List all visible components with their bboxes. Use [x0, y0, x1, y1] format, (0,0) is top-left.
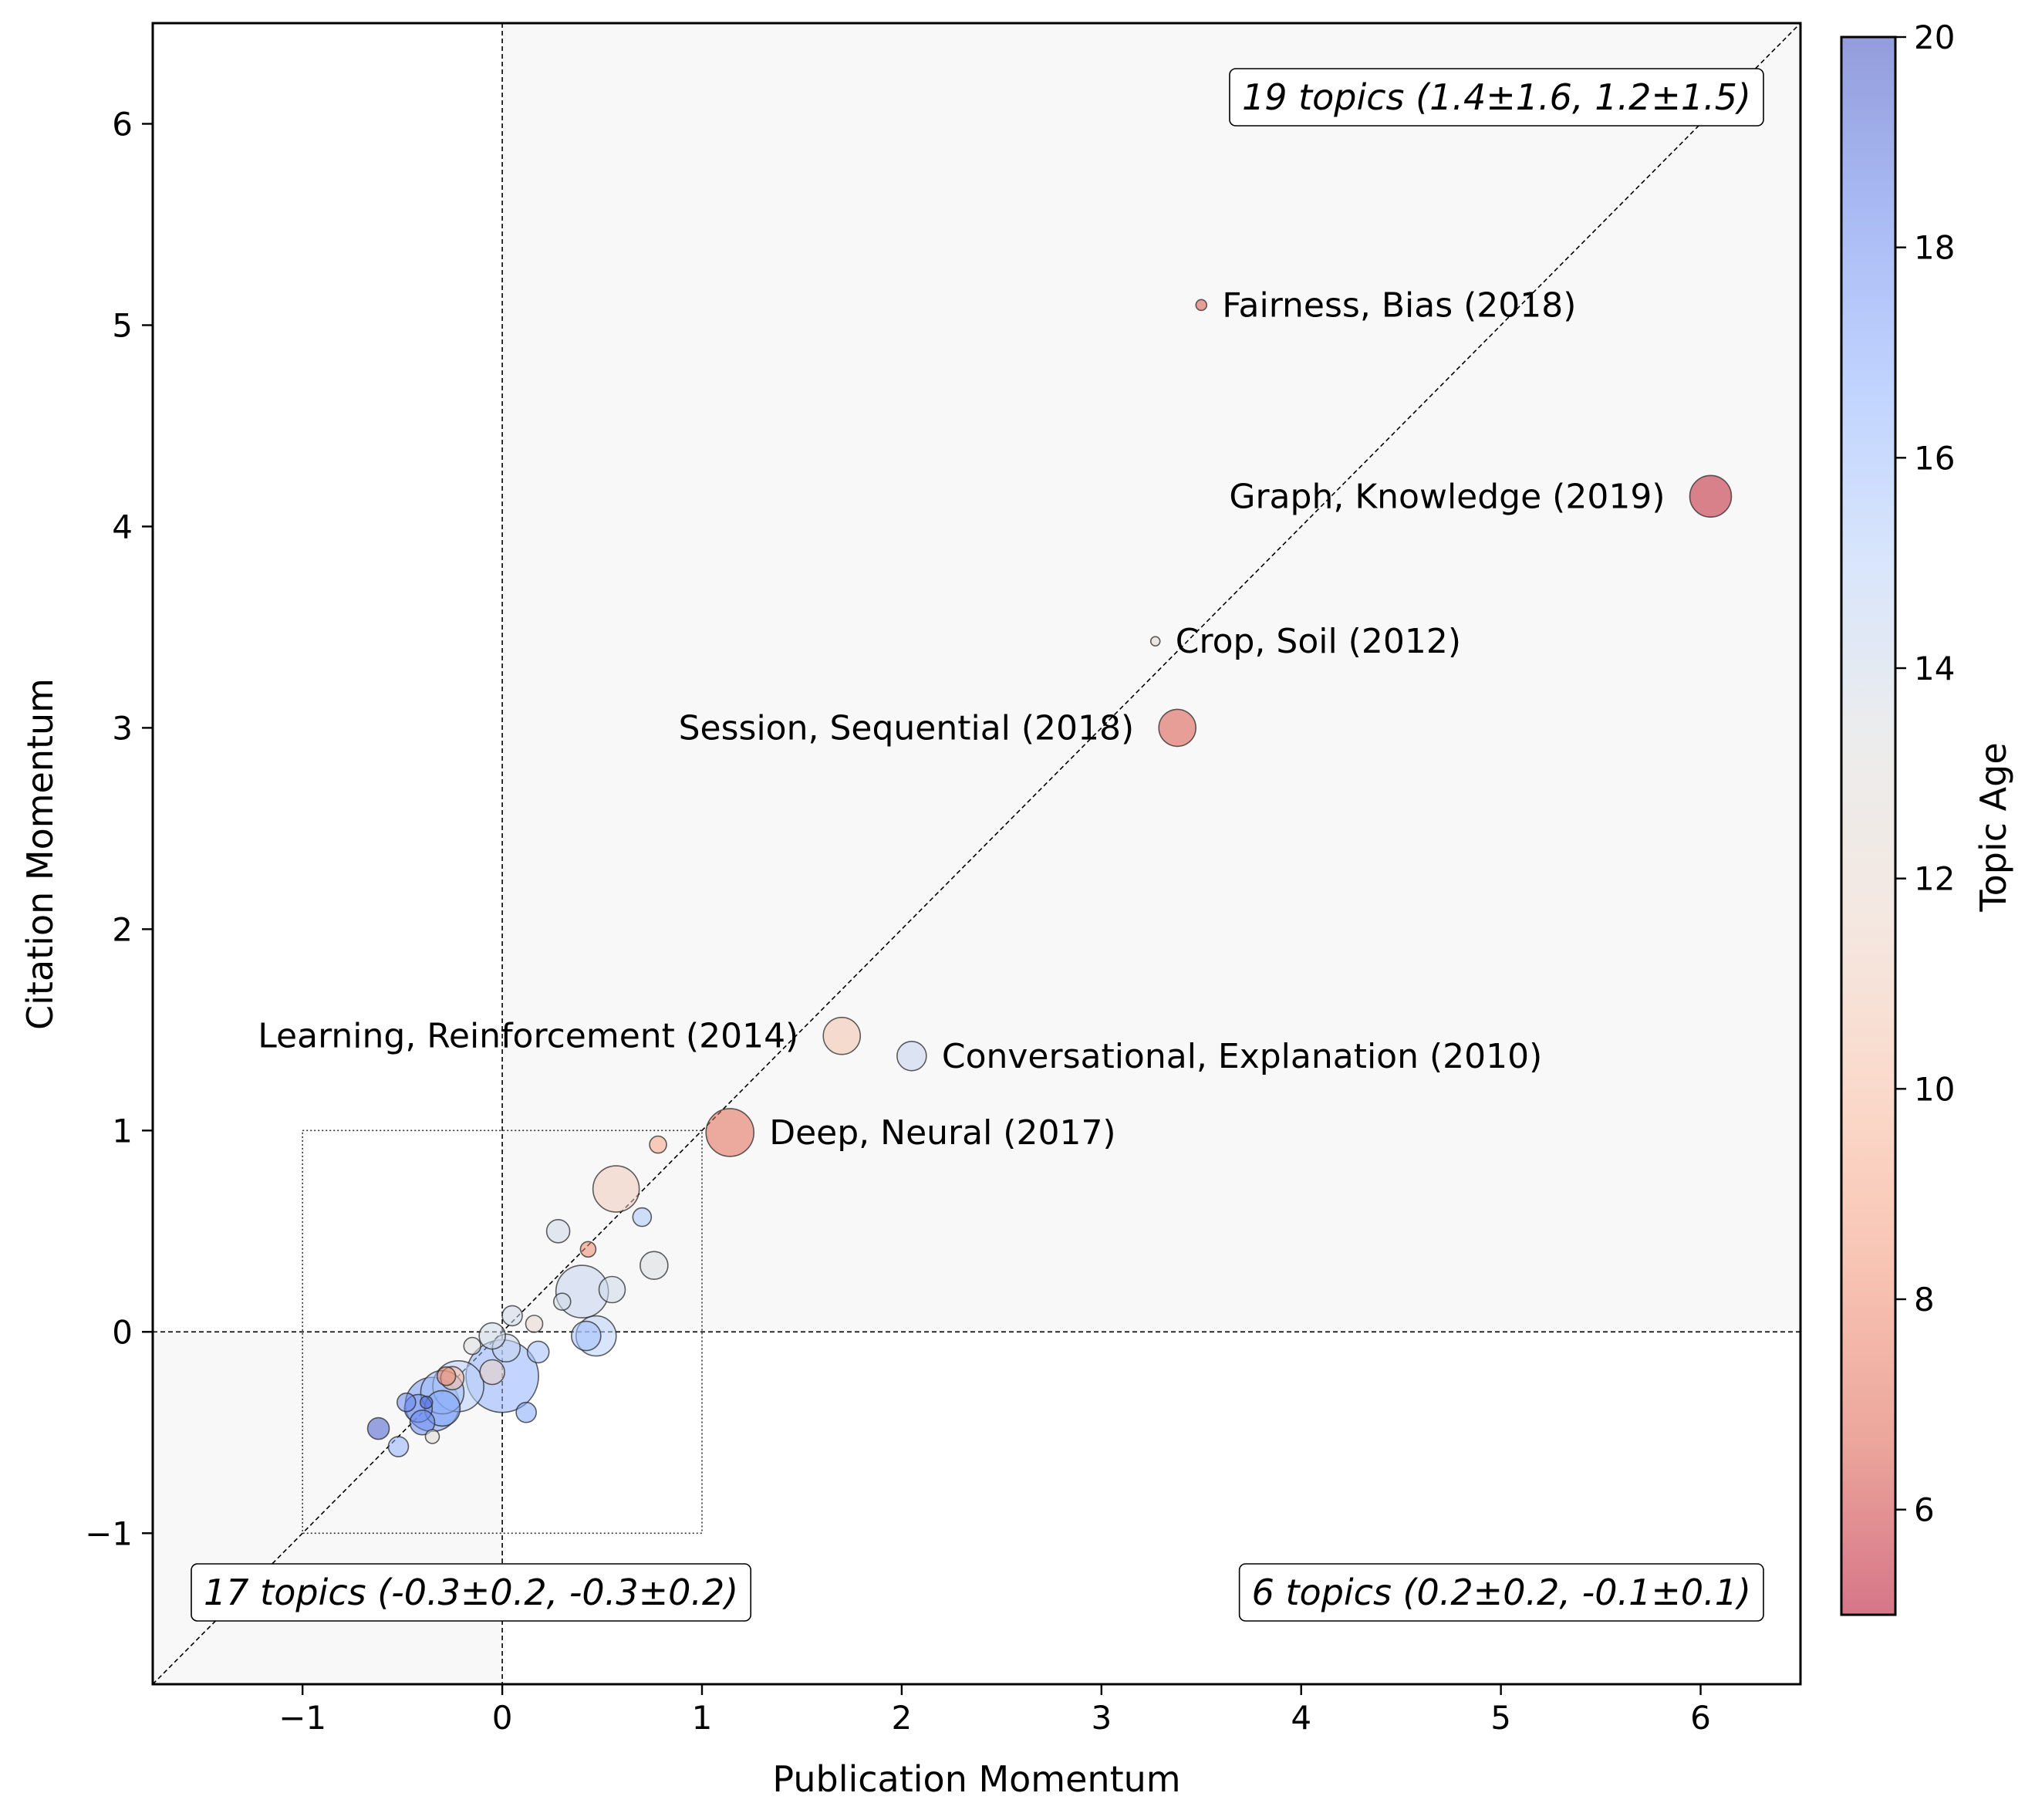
labeled-point-1 — [1689, 474, 1733, 518]
plot-area: Fairness, Bias (2018) Graph, Knowledge (2… — [153, 23, 1801, 1684]
y-tick-label-7: 6 — [112, 105, 133, 143]
point-label-2: Crop, Soil (2012) — [1176, 622, 1461, 661]
colorbar-frame — [1840, 35, 1897, 1616]
colorbar-tick-label-2: 10 — [1914, 1070, 1955, 1108]
data-point-19 — [515, 1401, 537, 1423]
quadrant-box-frame — [1238, 1563, 1764, 1622]
data-point-16 — [463, 1336, 482, 1356]
data-point-11 — [525, 1315, 544, 1333]
data-point-32 — [366, 1416, 390, 1440]
data-point-27 — [409, 1409, 436, 1436]
quadrant-box-frame — [191, 1563, 752, 1622]
data-point-13 — [478, 1322, 506, 1350]
data-point-31 — [387, 1436, 410, 1457]
labeled-point-2 — [1149, 636, 1161, 647]
data-point-14 — [526, 1340, 550, 1364]
labeled-point-3 — [1158, 708, 1197, 748]
quadrant-box-bottom-left: 17 topics (-0.3±0.2, -0.3±0.2) — [191, 1563, 752, 1622]
y-tick-label-1: 0 — [112, 1313, 133, 1351]
point-label-3: Session, Sequential (2018) — [679, 708, 1135, 748]
data-point-5 — [640, 1251, 669, 1280]
x-tick-label-0: −1 — [278, 1699, 326, 1737]
data-point-17 — [479, 1359, 505, 1386]
quadrant-box-text: 6 topics (0.2±0.2, -0.1±0.1) — [1252, 1572, 1751, 1613]
point-label-1: Graph, Knowledge (2019) — [1229, 477, 1665, 516]
x-tick-label-2: 1 — [692, 1699, 713, 1737]
labeled-point-4 — [822, 1016, 862, 1055]
colorbar-tick-label-7: 20 — [1914, 19, 1955, 56]
data-point-1 — [649, 1135, 667, 1154]
quadrant-box-frame — [1229, 68, 1764, 127]
y-tick-label-6: 5 — [112, 306, 133, 344]
colorbar-tick-label-3: 12 — [1914, 860, 1955, 898]
data-point-28 — [397, 1392, 417, 1413]
point-label-4: Learning, Reinforcement (2014) — [258, 1017, 798, 1056]
x-tick-label-4: 3 — [1091, 1699, 1112, 1737]
data-point-0 — [592, 1165, 640, 1213]
quadrant-box-text: 19 topics (1.4±1.6, 1.2±1.5) — [1242, 76, 1751, 118]
colorbar: Topic Age 6 8 10 12 14 16 18 20 — [1840, 19, 2014, 1616]
colorbar-tick-label-4: 14 — [1914, 650, 1955, 687]
data-point-29 — [419, 1395, 434, 1410]
data-point-12 — [501, 1305, 523, 1327]
y-tick-label-3: 2 — [112, 910, 133, 948]
point-label-0: Fairness, Bias (2018) — [1222, 285, 1576, 325]
data-point-6 — [598, 1275, 626, 1304]
colorbar-tick-label-0: 6 — [1914, 1491, 1935, 1529]
y-tick-label-2: 1 — [112, 1112, 133, 1150]
quadrant-box-text: 17 topics (-0.3±0.2, -0.3±0.2) — [204, 1572, 738, 1613]
labeled-point-5 — [896, 1040, 927, 1072]
colorbar-label: Topic Age — [1973, 742, 2014, 912]
labeled-point-6 — [705, 1108, 755, 1157]
point-label-6: Deep, Neural (2017) — [769, 1113, 1115, 1153]
data-point-4 — [579, 1241, 597, 1258]
x-tick-label-1: 0 — [492, 1699, 513, 1737]
data-point-2 — [632, 1207, 653, 1227]
point-label-5: Conversational, Explanation (2010) — [942, 1037, 1542, 1076]
axes: Publication Momentum Citation Momentum −… — [19, 22, 1802, 1800]
x-axis-label: Publication Momentum — [772, 1758, 1180, 1800]
colorbar-tick-label-5: 16 — [1914, 439, 1955, 477]
data-point-10 — [571, 1320, 602, 1352]
data-point-3 — [545, 1219, 571, 1244]
quadrant-box-top-right: 19 topics (1.4±1.6, 1.2±1.5) — [1229, 68, 1764, 127]
y-tick-label-0: −1 — [85, 1514, 133, 1552]
x-tick-label-3: 2 — [892, 1699, 913, 1737]
data-point-30 — [424, 1429, 440, 1444]
colorbar-tick-label-1: 8 — [1914, 1281, 1935, 1319]
x-tick-label-6: 5 — [1490, 1699, 1511, 1737]
data-point-8 — [552, 1292, 572, 1311]
data-point-22 — [436, 1366, 457, 1386]
plot-clip-group — [153, 23, 1800, 1684]
y-tick-label-5: 4 — [112, 508, 133, 545]
y-axis-label: Citation Momentum — [19, 678, 61, 1030]
colorbar-tick-label-6: 18 — [1914, 229, 1955, 267]
x-tick-label-7: 6 — [1690, 1699, 1711, 1737]
x-tick-label-5: 4 — [1291, 1699, 1311, 1737]
labeled-point-0 — [1195, 299, 1208, 312]
quadrant-box-bottom-right: 6 topics (0.2±0.2, -0.1±0.1) — [1238, 1563, 1764, 1622]
colorbar-gradient — [1841, 37, 1895, 1615]
plot-frame — [151, 22, 1802, 1686]
y-tick-label-4: 3 — [112, 709, 133, 747]
